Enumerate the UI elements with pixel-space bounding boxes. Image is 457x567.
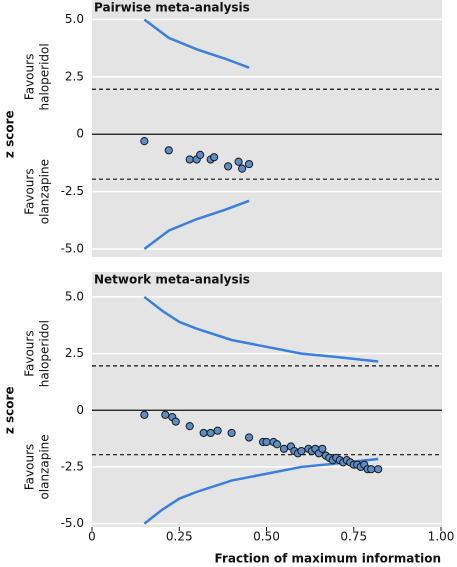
data-point [206, 428, 215, 438]
data-point [185, 422, 194, 431]
boundary-line [143, 18, 250, 69]
x-tick-label: 0 [88, 530, 96, 544]
side-label: Favours [23, 330, 37, 376]
side-label: haloperidol [38, 43, 52, 110]
x-tick-label: 1.00 [428, 530, 455, 544]
y-tick-label: 0 [76, 127, 84, 141]
data-point [196, 150, 205, 159]
boundary-line [143, 295, 379, 363]
side-label: haloperidol [38, 320, 52, 387]
data-point [185, 155, 194, 164]
data-point [164, 146, 173, 155]
side-label: Favours [23, 54, 37, 100]
y-tick-label: -5.0 [61, 241, 84, 255]
y-tick-label: 5.0 [65, 289, 84, 303]
y-tick-label: 5.0 [65, 12, 84, 26]
data-point [244, 159, 254, 169]
data-point [140, 410, 149, 419]
y-tick-label: -2.5 [61, 184, 84, 198]
data-point [140, 137, 149, 146]
data-point [224, 162, 233, 171]
data-point [297, 446, 306, 456]
data-point [262, 437, 271, 447]
y-axis-label: z score [3, 110, 17, 158]
data-point [318, 444, 327, 453]
data-point [279, 444, 289, 453]
data-point [213, 426, 222, 435]
data-point [171, 417, 180, 426]
y-tick-label: -2.5 [61, 459, 84, 473]
plot-background [92, 0, 442, 257]
data-point [272, 440, 282, 449]
x-tick-label: 0.50 [253, 530, 280, 544]
data-point [237, 164, 247, 173]
boundary-line [143, 199, 250, 250]
x-tick-label: 0.75 [340, 530, 367, 544]
data-point [367, 465, 376, 474]
side-label: olanzapine [38, 434, 52, 499]
data-point [199, 428, 208, 438]
data-point [161, 410, 170, 419]
x-axis-label: Fraction of maximum information [215, 552, 441, 566]
side-label: olanzapine [38, 159, 52, 224]
data-point [374, 465, 383, 474]
y-tick-label: 0 [76, 403, 84, 417]
side-label: Favours [23, 444, 37, 490]
panel-title: Pairwise meta-analysis [94, 1, 250, 15]
side-label: Favours [23, 168, 37, 214]
data-point [210, 153, 219, 162]
y-tick-label: 2.5 [65, 346, 84, 360]
y-tick-label: -5.0 [61, 516, 84, 530]
boundary-line [143, 457, 379, 525]
y-axis-label: z score [3, 386, 17, 434]
x-tick-label: 0.25 [166, 530, 193, 544]
data-point [227, 428, 236, 438]
panel-title: Network meta-analysis [94, 273, 250, 287]
data-point [244, 433, 254, 442]
data-point [234, 157, 243, 166]
plot-background [92, 272, 442, 527]
y-tick-label: 2.5 [65, 69, 84, 83]
